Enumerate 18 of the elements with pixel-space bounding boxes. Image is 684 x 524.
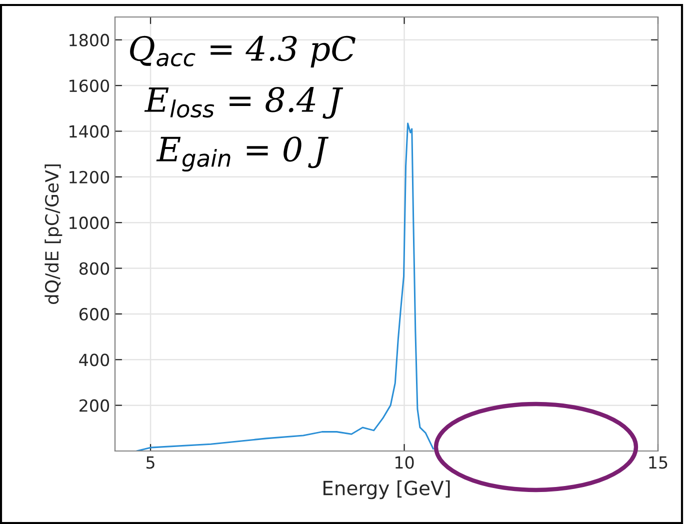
- y-tick-label: 800: [79, 262, 110, 275]
- annotation: E$_{loss}$ = 8.4 J: [144, 87, 344, 119]
- y-axis-title: dQ/dE [pC/GeV]: [44, 164, 62, 304]
- y-tick-label: 1400: [70, 125, 110, 138]
- y-tick-label: 400: [79, 354, 110, 366]
- x-tick-label: 10: [395, 456, 414, 469]
- y-tick-label: 600: [79, 308, 110, 321]
- annotation: Q$_{acc}$ = 4.3 pC: [130, 36, 356, 68]
- line-series: [136, 122, 434, 451]
- y-tick-label: 1800: [70, 34, 110, 46]
- y-tick-label: 1600: [70, 79, 110, 92]
- y-tick-label: 1000: [70, 216, 110, 230]
- x-tick-label: 5: [146, 456, 154, 469]
- y-tick-label: 1200: [70, 170, 110, 184]
- x-tick-label: 15: [649, 456, 668, 469]
- x-axis-title: Energy [GeV]: [324, 480, 450, 500]
- annotation: E$_{gain}$ = 0 J: [156, 136, 329, 172]
- y-tick-label: 200: [80, 399, 110, 412]
